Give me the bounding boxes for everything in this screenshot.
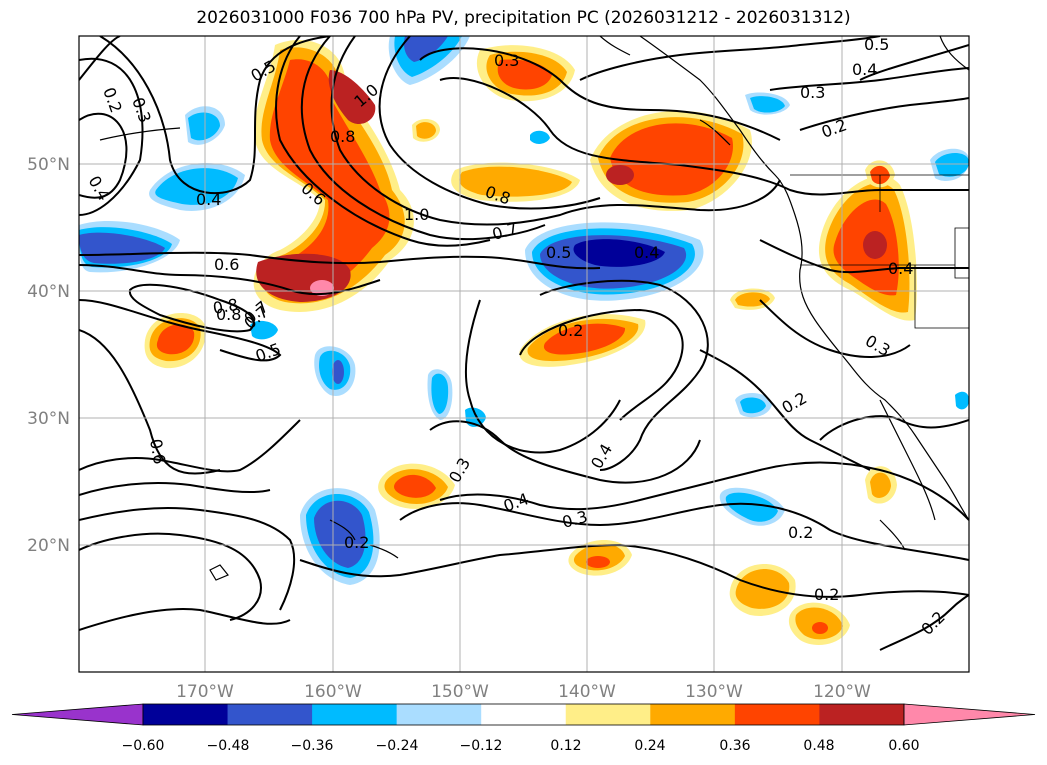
- colorbar-tick-label: −0.24: [376, 738, 419, 754]
- contour-label: 0.6: [146, 437, 169, 465]
- contour-label: 0.4: [196, 190, 221, 209]
- contour-label: 0.4: [634, 243, 659, 262]
- lon-label-160w: 160°W: [304, 682, 362, 702]
- contour-label: 0.5: [864, 35, 889, 54]
- colorbar-swatch: [481, 704, 567, 725]
- longitude-labels: 170°W 160°W 150°W 140°W 130°W 120°W: [176, 682, 871, 702]
- colorbar-swatch: [227, 704, 313, 725]
- colorbar-frame: [142, 703, 905, 726]
- contour-label: 0.2: [814, 585, 839, 604]
- latitude-labels: 50°N 40°N 30°N 20°N: [27, 155, 70, 556]
- contour-label: 1.0: [404, 205, 429, 224]
- lat-label-50n: 50°N: [27, 155, 70, 175]
- lon-label-120w: 120°W: [813, 682, 871, 702]
- colorbar-tick-label: −0.12: [460, 738, 503, 754]
- precipitation-shading: [79, 36, 969, 645]
- colorbar-swatch: [565, 704, 651, 725]
- lon-label-130w: 130°W: [685, 682, 743, 702]
- colorbar-swatch: [819, 704, 905, 725]
- colorbar-tick-label: −0.60: [122, 738, 165, 754]
- colorbar-swatch: [734, 704, 820, 725]
- contour-label: 0.5: [546, 243, 571, 262]
- contour-label: 0.4: [852, 60, 877, 79]
- colorbar-extend-low: [11, 703, 144, 726]
- colorbar-swatch: [650, 704, 736, 725]
- contour-label: 0.8: [330, 127, 355, 146]
- colorbar-extend-high: [903, 703, 1036, 726]
- contour-label: 0.4: [888, 259, 913, 278]
- colorbar-swatch: [143, 704, 229, 725]
- colorbar-tick-label: 0.36: [719, 738, 750, 754]
- colorbar: −0.60 −0.48 −0.36 −0.24 −0.12 0.12 0.24 …: [11, 703, 1036, 754]
- lat-label-20n: 20°N: [27, 536, 70, 556]
- colorbar-tick-label: 0.24: [634, 738, 665, 754]
- colorbar-tick-label: −0.48: [207, 738, 250, 754]
- political-borders: [790, 174, 969, 329]
- contour-label: 0.2: [788, 523, 813, 542]
- contour-label: 0.6: [214, 255, 239, 274]
- colorbar-tick-label: 0.48: [803, 738, 834, 754]
- contour-label: 0.8: [216, 305, 241, 324]
- colorbar-swatches: [11, 703, 1036, 726]
- lon-label-170w: 170°W: [176, 682, 234, 702]
- lat-label-40n: 40°N: [27, 282, 70, 302]
- pv-contours: [79, 36, 969, 651]
- map-frame: [78, 35, 970, 673]
- colorbar-tick-label: −0.36: [291, 738, 334, 754]
- contour-label: 0.3: [800, 83, 825, 102]
- map-content: 0.2 0.3 0.4 0.5 0.6 0.7 0.8 1.0 0.3 0.5 …: [79, 35, 969, 672]
- colorbar-swatch: [396, 704, 482, 725]
- colorbar-tick-label: 0.12: [550, 738, 581, 754]
- graticule: [79, 36, 969, 672]
- contour-label: 0.8: [211, 295, 239, 318]
- colorbar-tick-label: 0.60: [888, 738, 919, 754]
- contour-label: 0.2: [344, 533, 369, 552]
- contour-label: 0.2: [558, 321, 583, 340]
- colorbar-swatch: [312, 704, 398, 725]
- lon-label-140w: 140°W: [558, 682, 616, 702]
- colorbar-ticks: −0.60 −0.48 −0.36 −0.24 −0.12 0.12 0.24 …: [122, 738, 920, 754]
- page-title: 2026031000 F036 700 hPa PV, precipitatio…: [196, 8, 851, 28]
- contour-label: 0.3: [494, 51, 519, 70]
- lat-label-30n: 30°N: [27, 409, 70, 429]
- lon-label-150w: 150°W: [431, 682, 489, 702]
